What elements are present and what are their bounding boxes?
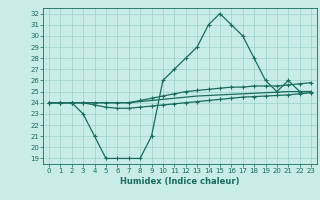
X-axis label: Humidex (Indice chaleur): Humidex (Indice chaleur) [120, 177, 240, 186]
